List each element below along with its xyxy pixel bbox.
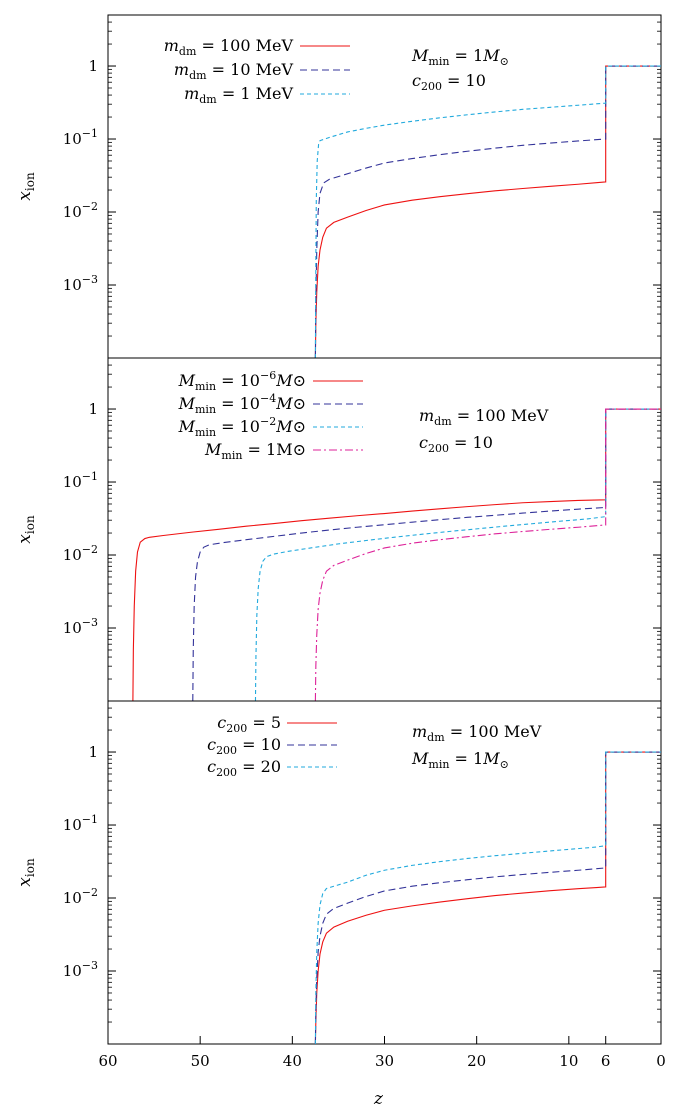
plot-frame xyxy=(107,14,662,359)
x-tick-label: 60 xyxy=(98,1052,117,1070)
legend-label-2: c200 = 20 xyxy=(207,757,281,779)
series-line-0 xyxy=(314,65,661,358)
y-tick-label: 10−2 xyxy=(63,543,98,564)
legend-label-0: Mmin = 10−6M⊙ xyxy=(178,369,306,393)
legend-label-0: c200 = 5 xyxy=(217,713,281,735)
y-tick-label: 1 xyxy=(88,743,98,761)
x-axis-label: z xyxy=(373,1089,384,1109)
x-tick-label: 20 xyxy=(467,1052,486,1070)
legend-label-0: mdm = 100 MeV xyxy=(164,36,294,58)
x-tick-label: 10 xyxy=(559,1052,578,1070)
y-axis-label: xion xyxy=(15,515,37,544)
y-tick-label: 10−2 xyxy=(63,200,98,221)
series-line-3 xyxy=(314,408,661,701)
y-tick-label: 10−1 xyxy=(63,813,98,834)
annotation-1: c200 = 10 xyxy=(412,71,486,93)
legend-label-2: mdm = 1 MeV xyxy=(184,84,293,106)
y-tick-label: 10−2 xyxy=(63,886,98,907)
x-tick-label: 40 xyxy=(283,1052,302,1070)
series-line-1 xyxy=(314,65,661,358)
x-tick-label: 50 xyxy=(191,1052,210,1070)
y-tick-label: 10−1 xyxy=(63,127,98,148)
series-line-2 xyxy=(254,408,661,701)
series-line-2 xyxy=(314,65,661,358)
annotation-0: Mmin = 1M⊙ xyxy=(411,46,509,68)
y-axis-label: xion xyxy=(15,172,37,201)
x-tick-label: 0 xyxy=(656,1052,666,1070)
legend-label-1: Mmin = 10−4M⊙ xyxy=(178,392,306,416)
y-tick-label: 10−1 xyxy=(63,470,98,491)
y-tick-label: 1 xyxy=(88,57,98,75)
legend-label-1: mdm = 10 MeV xyxy=(174,60,294,82)
annotation-0: mdm = 100 MeV xyxy=(419,406,549,428)
plot-frame xyxy=(107,700,662,1045)
annotation-1: c200 = 10 xyxy=(419,433,493,455)
series-line-1 xyxy=(314,751,661,1044)
y-tick-label: 1 xyxy=(88,400,98,418)
series-line-2 xyxy=(314,751,661,1044)
y-tick-label: 10−3 xyxy=(63,273,98,294)
annotation-0: mdm = 100 MeV xyxy=(412,722,542,744)
series-line-0 xyxy=(314,751,661,1044)
legend-label-2: Mmin = 10−2M⊙ xyxy=(178,415,306,439)
y-tick-label: 10−3 xyxy=(63,616,98,637)
y-tick-label: 10−3 xyxy=(63,959,98,980)
x-tick-label: 6 xyxy=(601,1052,611,1070)
x-tick-label: 30 xyxy=(375,1052,394,1070)
y-axis-label: xion xyxy=(15,858,37,887)
series-line-0 xyxy=(132,408,661,701)
legend-label-1: c200 = 10 xyxy=(207,735,281,757)
annotation-1: Mmin = 1M⊙ xyxy=(411,749,509,771)
legend-label-3: Mmin = 1M⊙ xyxy=(204,440,306,462)
